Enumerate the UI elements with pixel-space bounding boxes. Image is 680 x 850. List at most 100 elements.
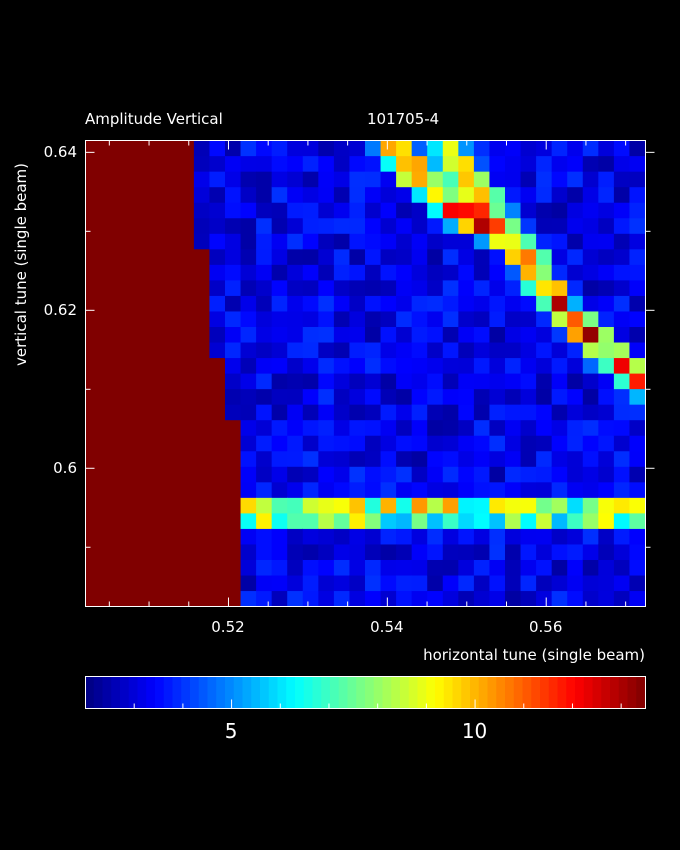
heatmap-cell <box>85 435 102 452</box>
heatmap-cell <box>427 590 444 607</box>
heatmap-cell <box>271 279 288 296</box>
heatmap-cell <box>162 217 179 234</box>
heatmap-cell <box>613 310 631 327</box>
heatmap-cell <box>442 155 459 172</box>
heatmap-cell <box>536 512 553 529</box>
heatmap-cell <box>225 435 242 452</box>
heatmap-cell <box>287 450 304 467</box>
heatmap-cell <box>85 512 102 529</box>
heatmap-cell <box>365 248 382 265</box>
heatmap-cell <box>318 279 335 296</box>
heatmap-cell <box>178 528 195 545</box>
heatmap-cell <box>147 202 164 219</box>
heatmap-cell <box>318 202 335 219</box>
heatmap-cell <box>520 341 537 359</box>
heatmap-cell <box>349 295 366 312</box>
heatmap-cell <box>396 466 413 483</box>
heatmap-cell <box>598 574 615 592</box>
heatmap-cell <box>567 202 584 219</box>
heatmap-cell <box>442 373 459 390</box>
heatmap-cell <box>100 310 117 327</box>
heatmap-cell <box>178 326 195 343</box>
heatmap-cell <box>178 233 195 250</box>
heatmap-cell <box>551 528 568 545</box>
heatmap-cell <box>209 574 226 592</box>
heatmap-cell <box>131 373 148 390</box>
heatmap-cell <box>131 186 148 203</box>
heatmap-cell <box>349 450 366 467</box>
heatmap-cell <box>520 388 537 405</box>
heatmap-cell <box>520 186 537 203</box>
heatmap-cell <box>116 574 133 592</box>
heatmap-cell <box>271 264 288 281</box>
heatmap-cell <box>567 388 584 405</box>
heatmap-cell <box>505 217 522 234</box>
heatmap-cell <box>349 388 366 405</box>
heatmap-cell <box>536 373 553 390</box>
heatmap-cell <box>162 310 179 327</box>
heatmap-cell <box>582 388 599 405</box>
heatmap-cell <box>116 357 133 374</box>
heatmap-cell <box>131 450 148 467</box>
heatmap-cell <box>193 512 211 529</box>
heatmap-cell <box>162 233 179 250</box>
heatmap-cell <box>380 248 397 265</box>
heatmap-cell <box>100 357 117 374</box>
heatmap-cell <box>551 295 568 312</box>
heatmap-cell <box>85 404 102 421</box>
heatmap-cell <box>551 497 568 514</box>
heatmap-cell <box>629 357 646 374</box>
heatmap-cell <box>551 435 568 452</box>
heatmap-cell <box>302 404 319 421</box>
heatmap-cell <box>567 512 584 529</box>
heatmap-cell <box>240 404 257 421</box>
heatmap-cell <box>473 217 491 234</box>
heatmap-cell <box>287 326 304 343</box>
heatmap-cell <box>567 450 584 467</box>
heatmap-cell <box>162 559 179 576</box>
heatmap-cell <box>287 466 304 483</box>
heatmap-cell <box>551 326 568 343</box>
heatmap-cell <box>100 528 117 545</box>
heatmap-cell <box>287 590 304 607</box>
heatmap-cell <box>162 202 179 219</box>
heatmap-cell <box>458 435 475 452</box>
heatmap-cell <box>567 326 584 343</box>
heatmap-cell <box>396 357 413 374</box>
heatmap-cell <box>193 264 211 281</box>
heatmap-cell <box>458 450 475 467</box>
heatmap-cell <box>505 466 522 483</box>
heatmap-cell <box>147 264 164 281</box>
heatmap-cell <box>551 512 568 529</box>
heatmap-cell <box>536 404 553 421</box>
heatmap-cell <box>365 497 382 514</box>
heatmap-cell <box>271 481 288 498</box>
heatmap-cell <box>489 404 506 421</box>
heatmap-cell <box>411 217 428 234</box>
x-axis-label: horizontal tune (single beam) <box>423 646 645 664</box>
heatmap-cell <box>178 357 195 374</box>
heatmap-cell <box>116 295 133 312</box>
heatmap-cell <box>411 248 428 265</box>
heatmap-cell <box>287 357 304 374</box>
heatmap-cell <box>193 435 211 452</box>
colorbar-swatch <box>163 676 174 708</box>
heatmap-cell <box>489 341 506 359</box>
heatmap-cell <box>116 450 133 467</box>
heatmap-cell <box>209 404 226 421</box>
heatmap-cell <box>458 373 475 390</box>
heatmap-cell <box>116 559 133 576</box>
heatmap-cell <box>520 419 537 436</box>
heatmap-cell <box>85 559 102 576</box>
heatmap-cell <box>582 590 599 607</box>
heatmap-cell <box>349 248 366 265</box>
heatmap-cell <box>551 202 568 219</box>
heatmap-cell <box>256 217 273 234</box>
heatmap-cell <box>193 404 211 421</box>
heatmap-cell <box>629 388 646 405</box>
heatmap-cell <box>271 590 288 607</box>
heatmap-cell <box>551 264 568 281</box>
heatmap-cell <box>85 357 102 374</box>
heatmap-cell <box>256 373 273 390</box>
heatmap-cell <box>349 171 366 188</box>
